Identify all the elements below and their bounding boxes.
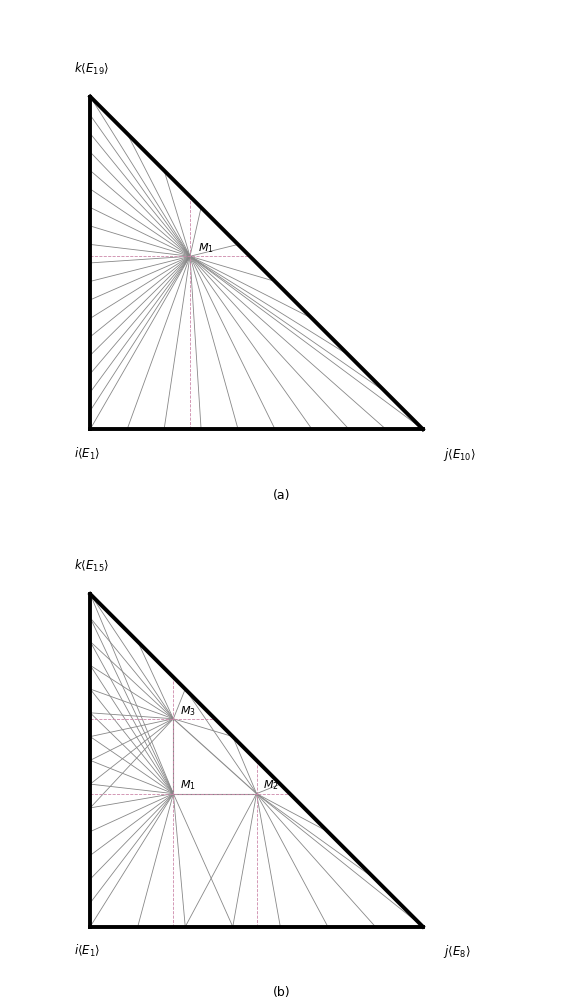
Text: $M_2$: $M_2$: [263, 779, 279, 792]
Text: (b): (b): [272, 986, 291, 999]
Text: $j\langle E_{10}\rangle$: $j\langle E_{10}\rangle$: [443, 446, 476, 463]
Text: (a): (a): [272, 489, 291, 502]
Text: $k\langle E_{15}\rangle$: $k\langle E_{15}\rangle$: [74, 558, 109, 574]
Text: $j\langle E_8\rangle$: $j\langle E_8\rangle$: [443, 943, 471, 960]
Text: $i\langle E_1\rangle$: $i\langle E_1\rangle$: [74, 943, 100, 959]
Text: $M_1$: $M_1$: [198, 241, 214, 255]
Text: $M_3$: $M_3$: [180, 704, 196, 718]
Text: $M_1$: $M_1$: [180, 779, 196, 792]
Text: $i\langle E_1\rangle$: $i\langle E_1\rangle$: [74, 446, 100, 462]
Text: $k\langle E_{19}\rangle$: $k\langle E_{19}\rangle$: [74, 60, 109, 77]
